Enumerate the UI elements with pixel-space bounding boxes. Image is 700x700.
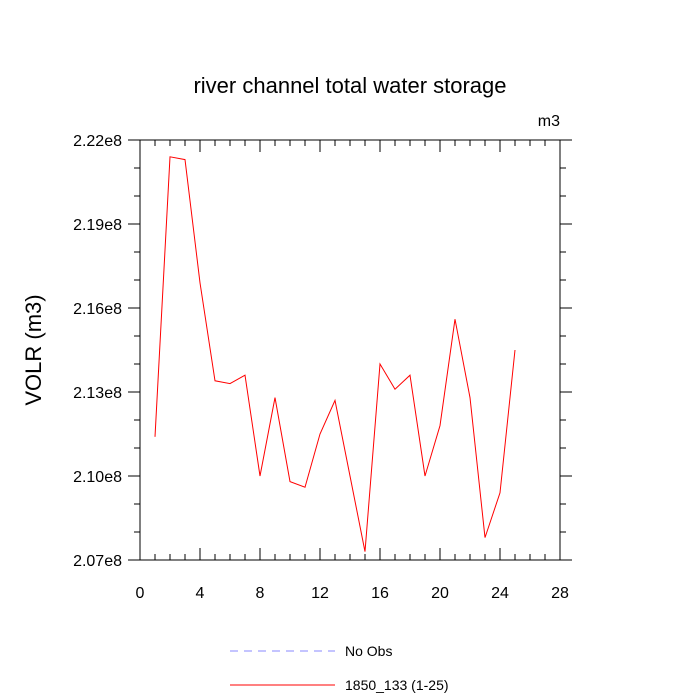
- y-tick-label: 2.22e8: [73, 133, 122, 150]
- y-tick-label: 2.07e8: [73, 553, 122, 570]
- axis-ticks: [128, 139, 572, 561]
- legend-label: No Obs: [345, 643, 392, 659]
- x-tick-label: 8: [256, 585, 265, 602]
- legend: No Obs 1850_133 (1-25): [230, 643, 449, 693]
- x-tick-label: 24: [491, 585, 509, 602]
- x-tick-label: 0: [136, 585, 145, 602]
- x-tick-label: 16: [371, 585, 389, 602]
- legend-label: 1850_133 (1-25): [345, 677, 449, 693]
- y-tick-label: 2.19e8: [73, 217, 122, 234]
- series-group: [154, 156, 516, 552]
- y-tick-label: 2.13e8: [73, 385, 122, 402]
- axis-tick-labels: 0 4 8 12 16 20 24 28 2.07e8 2.10e8 2.13e8 2.16e8 2.1…: [73, 133, 569, 602]
- x-tick-label: 28: [551, 585, 569, 602]
- chart-title: river channel total water storage: [193, 73, 506, 98]
- units-label: m3: [538, 113, 560, 130]
- x-tick-label: 4: [196, 585, 205, 602]
- x-tick-label: 20: [431, 585, 449, 602]
- series-line: [154, 156, 516, 552]
- y-tick-label: 2.10e8: [73, 469, 122, 486]
- y-tick-label: 2.16e8: [73, 301, 122, 318]
- y-axis-label: VOLR (m3): [21, 294, 46, 405]
- plot-frame: [139, 139, 561, 561]
- x-tick-label: 12: [311, 585, 329, 602]
